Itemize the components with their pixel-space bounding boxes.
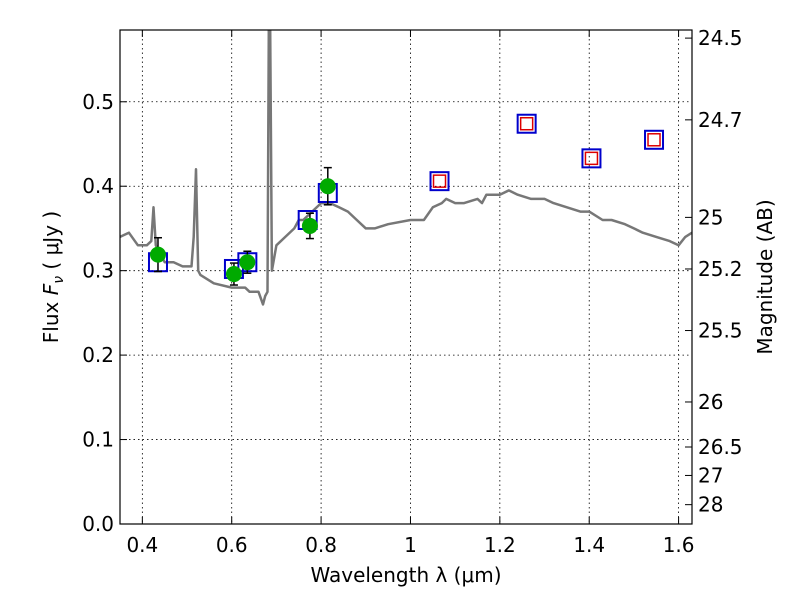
grid-layer (120, 30, 692, 524)
right-tick-label: 27 (698, 463, 723, 487)
observed-flux-point (225, 266, 242, 283)
x-tick-label: 0.4 (126, 533, 158, 557)
x-tick-label: 1.4 (573, 533, 605, 557)
y-tick-label: 0.4 (82, 174, 114, 198)
right-tick-label: 28 (698, 493, 723, 517)
y-tick-label: 0.0 (82, 512, 114, 536)
y-tick-label: 0.2 (82, 343, 114, 367)
upper-limit-square (584, 151, 599, 166)
model-photometry-square (581, 148, 602, 169)
x-tick-label: 1.6 (663, 533, 695, 557)
upper-limit-square (647, 133, 661, 147)
plot-frame (119, 29, 693, 525)
right-tick-label: 25.2 (698, 257, 743, 281)
right-tick-label: 26 (698, 390, 723, 414)
model-photometry-square (429, 171, 450, 192)
model-photometry-square (644, 129, 665, 150)
right-tick-label: 24.5 (698, 26, 743, 50)
right-tick-label: 25.5 (698, 319, 743, 343)
right-axis-title: Magnitude (AB) (753, 199, 777, 354)
model-photometry-square (516, 113, 537, 134)
points-layer (147, 113, 665, 286)
right-tick-label: 26.5 (698, 435, 743, 459)
x-tick-label: 1.2 (484, 533, 516, 557)
observed-flux-point (301, 217, 318, 234)
x-tick-label: 0.6 (216, 533, 248, 557)
y-tick-label: 0.3 (82, 259, 114, 283)
x-tick-label: 0.8 (305, 533, 337, 557)
observed-flux-point (239, 254, 256, 271)
observed-flux-point (149, 246, 166, 263)
spectrum-layer (120, 30, 692, 306)
right-tick-label: 24.7 (698, 108, 743, 132)
observed-flux-point (319, 178, 336, 195)
upper-limit-square (432, 174, 447, 188)
x-tick-label: 1 (404, 533, 417, 557)
y-axis-title: Flux Fν ( μJy ) (39, 211, 67, 343)
tick-layer: 0.4 0.6 0.8 1 1.2 1.4 1.6 0.0 0.1 0.2 0.3 0.4 0.5 24.… (82, 26, 742, 557)
model-spectrum-line (120, 30, 692, 306)
upper-limit-square (519, 116, 534, 131)
x-axis-title: Wavelength λ (μm) (310, 563, 501, 587)
y-tick-label: 0.1 (82, 428, 114, 452)
y-tick-label: 0.5 (82, 90, 114, 114)
right-tick-label: 25 (698, 205, 723, 229)
